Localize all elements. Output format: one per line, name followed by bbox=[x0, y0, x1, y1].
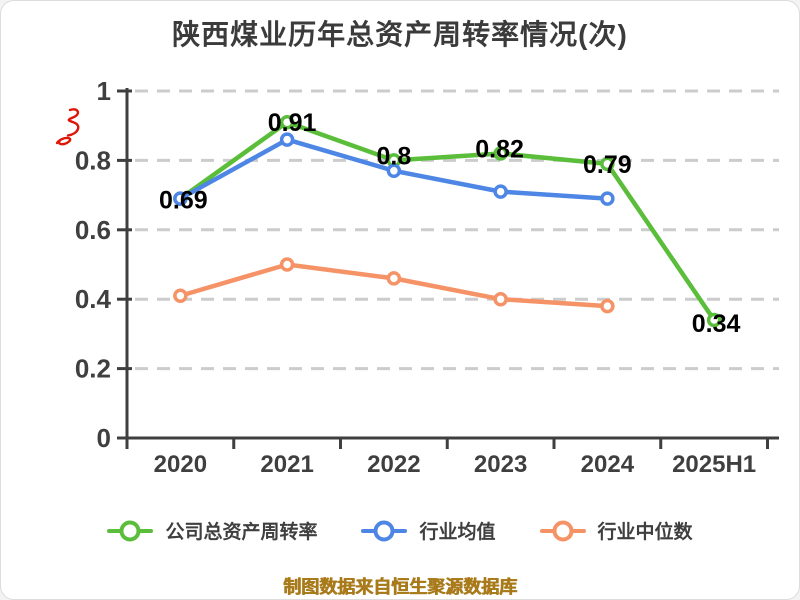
svg-text:0.8: 0.8 bbox=[75, 145, 111, 175]
svg-text:2022: 2022 bbox=[367, 451, 420, 478]
series-2 bbox=[173, 257, 615, 314]
legend-item-company[interactable]: 公司总资产周转率 bbox=[107, 517, 317, 544]
svg-text:0: 0 bbox=[97, 423, 111, 453]
svg-text:0.69: 0.69 bbox=[159, 187, 208, 215]
red-scribble-logo-icon bbox=[55, 108, 80, 146]
svg-text:2024: 2024 bbox=[581, 451, 635, 478]
legend-label-industry-avg: 行业均值 bbox=[419, 522, 496, 543]
series-0 bbox=[173, 114, 722, 328]
svg-text:0.8: 0.8 bbox=[376, 142, 411, 170]
legend: 公司总资产周转率 行业均值 行业中位数 bbox=[1, 517, 799, 544]
legend-item-industry-avg[interactable]: 行业均值 bbox=[361, 517, 496, 544]
chart-title: 陕西煤业历年总资产周转率情况(次) bbox=[172, 19, 628, 50]
svg-text:0.6: 0.6 bbox=[75, 215, 111, 245]
legend-label-company: 公司总资产周转率 bbox=[165, 522, 318, 543]
y-axis-labels: 0 0.2 0.4 0.6 0.8 1 bbox=[75, 76, 112, 453]
axes bbox=[117, 88, 779, 449]
svg-text:0.91: 0.91 bbox=[268, 109, 317, 137]
legend-marker-industry-avg-icon bbox=[361, 520, 408, 541]
svg-text:0.2: 0.2 bbox=[75, 354, 111, 384]
data-source-note: 制图数据来自恒生聚源数据库 bbox=[283, 577, 517, 597]
legend-item-industry-median[interactable]: 行业中位数 bbox=[539, 517, 693, 544]
svg-text:2020: 2020 bbox=[154, 451, 207, 478]
svg-text:0.82: 0.82 bbox=[475, 135, 524, 163]
x-axis-labels: 2020 2021 2022 2023 2024 2025H1 bbox=[154, 451, 756, 478]
value-labels: 0.69 0.91 0.8 0.82 0.79 0.34 bbox=[159, 109, 741, 338]
svg-text:2021: 2021 bbox=[260, 451, 313, 478]
svg-text:2023: 2023 bbox=[474, 451, 527, 478]
svg-text:0.4: 0.4 bbox=[75, 284, 112, 314]
svg-text:0.34: 0.34 bbox=[692, 310, 741, 338]
legend-marker-company-icon bbox=[107, 520, 154, 541]
svg-text:1: 1 bbox=[97, 76, 111, 106]
legend-label-industry-median: 行业中位数 bbox=[597, 522, 693, 543]
svg-text:0.79: 0.79 bbox=[583, 151, 632, 179]
svg-text:2025H1: 2025H1 bbox=[672, 451, 756, 478]
gridlines bbox=[135, 89, 779, 371]
series-1 bbox=[173, 132, 615, 206]
legend-marker-industry-median-icon bbox=[539, 520, 586, 541]
